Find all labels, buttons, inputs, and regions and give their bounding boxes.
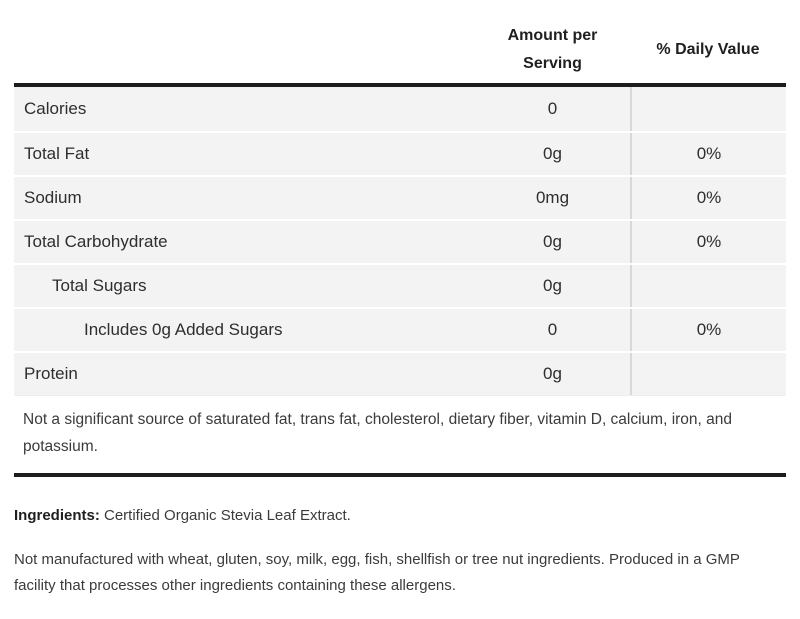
row-label: Sodium	[24, 188, 82, 207]
row-daily-value: 0%	[630, 221, 786, 263]
table-row-protein: Protein 0g	[14, 351, 786, 395]
row-label: Total Fat	[24, 144, 90, 163]
not-significant-source-footnote: Not a significant source of saturated fa…	[14, 395, 786, 473]
column-header-daily-value: % Daily Value	[630, 22, 786, 78]
row-label: Total Sugars	[52, 276, 147, 295]
row-label: Protein	[24, 364, 78, 383]
row-label: Includes 0g Added Sugars	[84, 320, 283, 339]
row-amount: 0g	[543, 232, 562, 251]
table-row-total-fat: Total Fat 0g 0%	[14, 131, 786, 175]
row-daily-value: 0%	[630, 177, 786, 219]
table-row-added-sugars: Includes 0g Added Sugars 0 0%	[14, 307, 786, 351]
ingredients-line: Ingredients: Certified Organic Stevia Le…	[14, 505, 786, 527]
row-daily-value	[630, 87, 786, 131]
column-header-amount-label: Amount per Serving	[507, 27, 598, 72]
row-daily-value	[630, 265, 786, 307]
table-column-headers: Amount per Serving % Daily Value	[14, 22, 786, 78]
table-row-calories: Calories 0	[14, 87, 786, 131]
row-daily-value: 0%	[630, 309, 786, 351]
row-amount: 0g	[543, 144, 562, 163]
ingredients-text: Certified Organic Stevia Leaf Extract.	[99, 507, 351, 524]
column-header-daily-label: % Daily Value	[656, 41, 760, 58]
row-amount: 0mg	[535, 188, 570, 207]
column-header-amount-per-serving: Amount per Serving	[475, 22, 630, 78]
row-label: Calories	[24, 99, 87, 118]
row-label: Total Carbohydrate	[24, 232, 168, 251]
ingredients-label: Ingredients:	[14, 507, 100, 524]
row-daily-value: 0%	[630, 133, 786, 175]
allergen-note: Not manufactured with wheat, gluten, soy…	[14, 551, 740, 594]
row-daily-value	[630, 353, 786, 395]
nutrition-table: Calories 0 Total Fat 0g 0% Sodium 0mg 0%…	[14, 83, 786, 477]
table-row-total-carbohydrate: Total Carbohydrate 0g 0%	[14, 219, 786, 263]
supplement-facts-panel: Amount per Serving % Daily Value Calorie…	[14, 22, 786, 594]
row-amount: 0	[547, 99, 558, 118]
row-amount: 0g	[543, 364, 562, 383]
row-amount: 0	[547, 320, 558, 339]
table-row-total-sugars: Total Sugars 0g	[14, 263, 786, 307]
table-row-sodium: Sodium 0mg 0%	[14, 175, 786, 219]
row-amount: 0g	[543, 276, 562, 295]
